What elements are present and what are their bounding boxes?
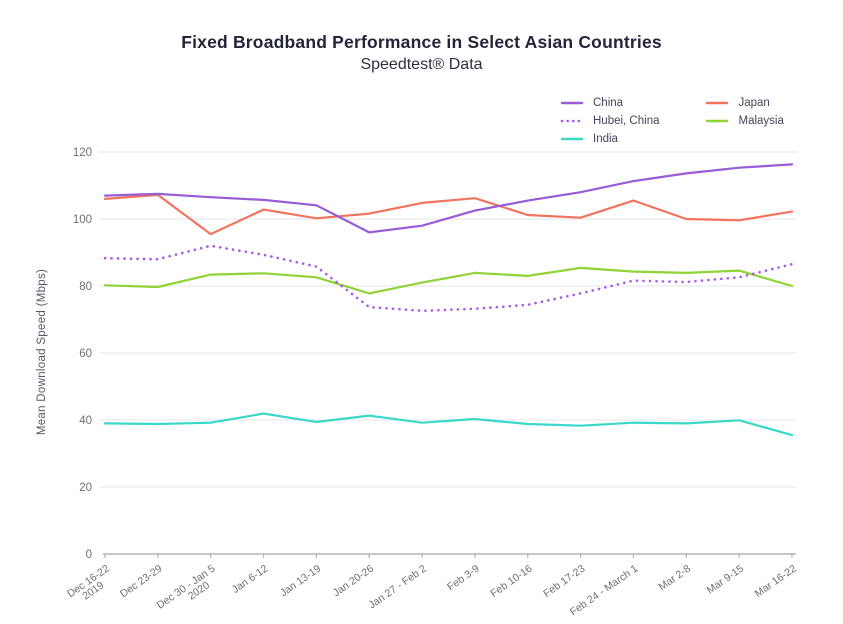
x-tick-label-dec-30-jan-5: Dec 30 - Jan 52020 xyxy=(155,563,224,621)
x-tick-label-jan-20-26: Jan 20-26 xyxy=(331,563,376,600)
series-line-japan xyxy=(103,193,794,236)
chart-title: Fixed Broadband Performance in Select As… xyxy=(181,32,662,52)
legend-swatch-india xyxy=(560,137,584,141)
x-tick-label-dec-16-22: Dec 16-222019 xyxy=(65,563,118,609)
legend-swatch-malaysia xyxy=(706,119,729,123)
series-line-india xyxy=(103,412,794,437)
legend-label-china: China xyxy=(593,97,624,109)
y-axis-label: Mean Download Speed (Mbps) xyxy=(36,268,48,436)
x-tick-label-feb-10-16: Feb 10-16 xyxy=(488,563,534,600)
legend-label-india: India xyxy=(593,133,618,145)
y-tick-label-80: 80 xyxy=(79,281,92,293)
legend-item-hubei-china: Hubei, China xyxy=(560,112,659,130)
x-tick-label-mar-2-8: Mar 2-8 xyxy=(657,563,694,594)
series-line-china xyxy=(103,163,794,234)
legend-item-india: India xyxy=(560,130,659,148)
legend-label-japan: Japan xyxy=(738,97,770,109)
y-tick-label-40: 40 xyxy=(79,415,92,427)
legend-swatch-china xyxy=(560,101,584,105)
y-tick-label-120: 120 xyxy=(73,147,92,159)
series-line-hubei-china xyxy=(103,244,794,313)
legend-label-hubei-china: Hubei, China xyxy=(593,115,660,127)
y-tick-label-20: 20 xyxy=(79,482,92,494)
legend-item-japan: Japan xyxy=(705,94,783,112)
x-tick-label-mar-16-22: Mar 16-22 xyxy=(753,563,799,600)
legend-item-malaysia: Malaysia xyxy=(705,112,784,130)
x-tick-label-jan-6-12: Jan 6-12 xyxy=(230,563,270,596)
y-tick-label-0: 0 xyxy=(86,549,92,561)
x-tick-label-jan-27-feb-2: Jan 27 - Feb 2 xyxy=(366,563,428,612)
x-tick-label-feb-3-9: Feb 3-9 xyxy=(445,563,482,594)
x-tick-label-feb-17-23: Feb 17-23 xyxy=(541,563,587,600)
legend-item-china: China xyxy=(560,94,659,112)
legend-label-malaysia: Malaysia xyxy=(738,115,784,127)
x-tick-label-mar-9-15: Mar 9-15 xyxy=(705,563,746,597)
chart-subtitle: Speedtest® Data xyxy=(360,56,483,73)
legend: China Hubei, China India Japan Malaysia xyxy=(560,94,784,148)
y-tick-label-100: 100 xyxy=(73,214,92,226)
legend-swatch-hubei-china xyxy=(560,119,584,123)
x-tick-label-dec-23-29: Dec 23-29 xyxy=(118,563,165,601)
y-tick-label-60: 60 xyxy=(79,348,92,360)
series-line-malaysia xyxy=(103,266,794,295)
legend-swatch-japan xyxy=(706,101,729,105)
x-tick-label-jan-13-19: Jan 13-19 xyxy=(278,563,323,600)
